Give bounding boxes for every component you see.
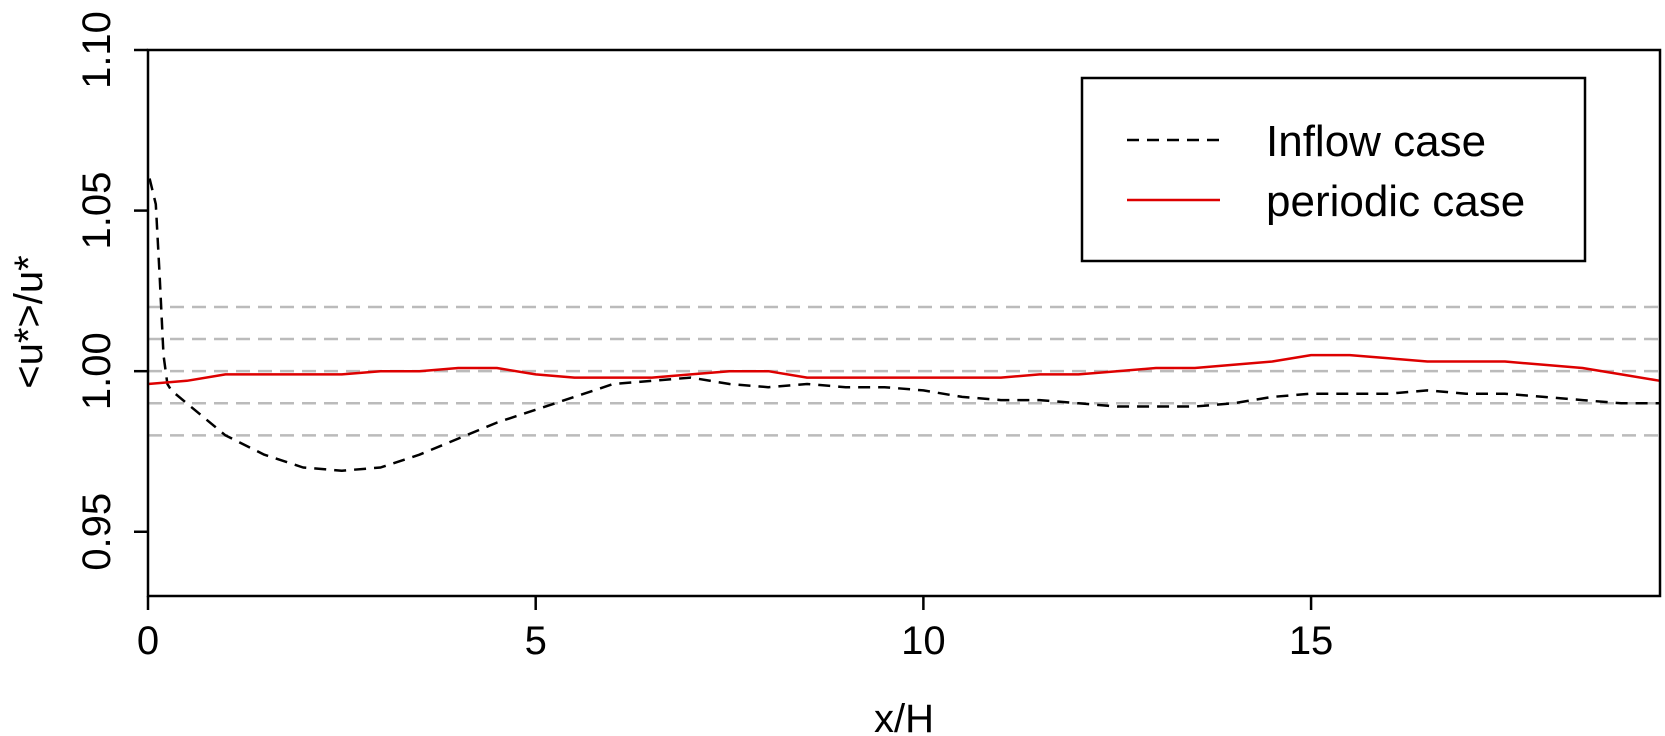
y-tick-label: 1.05: [75, 172, 119, 250]
legend-label-inflow: Inflow case: [1266, 117, 1486, 166]
legend-box: [1080, 76, 1587, 263]
x-tick-label: 0: [137, 619, 159, 663]
x-tick-label: 10: [901, 619, 946, 663]
y-tick-label: 0.95: [75, 493, 119, 571]
y-axis: 0.95 1.00 1.05 1.10: [75, 11, 148, 571]
inflow-case-line: [148, 178, 1660, 472]
legend-label-periodic: periodic case: [1266, 177, 1525, 226]
plot-frame: [146, 48, 1662, 598]
legend: Inflow case periodic case: [1080, 76, 1587, 263]
x-axis: 0 5 10 15: [137, 596, 1333, 663]
x-tick-label: 15: [1289, 619, 1334, 663]
series-layer: [147, 178, 1661, 472]
y-axis-title: <u*>/u*: [7, 255, 51, 388]
y-tick-label: 1.10: [75, 11, 119, 89]
x-tick-label: 5: [525, 619, 547, 663]
periodic-case-line: [147, 353, 1661, 386]
y-tick-label: 1.00: [75, 332, 119, 410]
x-axis-title: x/H: [874, 697, 934, 736]
